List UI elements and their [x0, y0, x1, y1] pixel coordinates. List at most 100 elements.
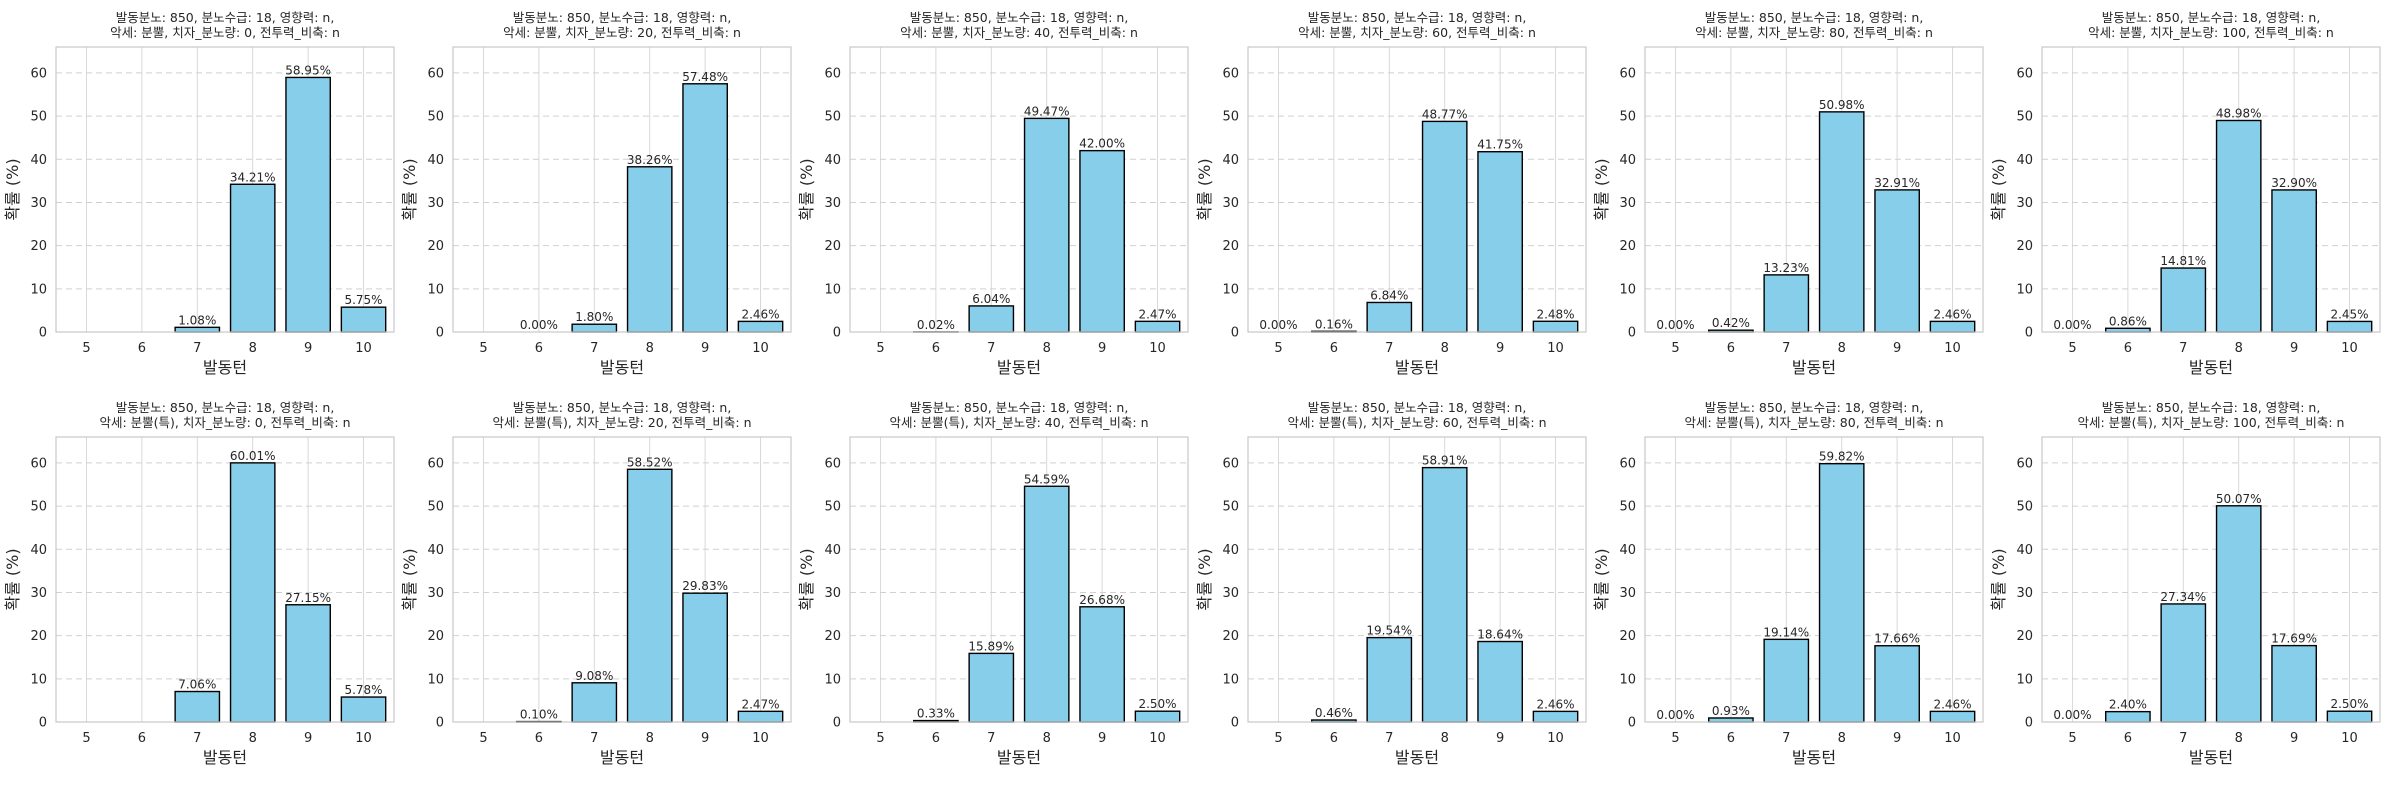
subplot-9-data-label-10: 2.50%: [1138, 697, 1176, 711]
subplot-9-x-tick-label: 6: [932, 731, 940, 746]
subplot-4-y-tick-label: 60: [1222, 66, 1239, 81]
subplot-12-x-tick-label: 7: [2179, 731, 2187, 746]
subplot-6-x-tick-label: 5: [2068, 341, 2076, 356]
subplot-3-x-tick-label: 5: [876, 341, 884, 356]
subplot-8-y-tick-label: 10: [427, 672, 444, 687]
subplot-8-x-tick-label: 6: [535, 731, 543, 746]
subplot-10-x-tick-label: 8: [1441, 731, 1449, 746]
subplot-3-title-line-1: 발동분노: 850, 분노수급: 18, 영향력: n,: [910, 10, 1129, 25]
subplot-3-x-tick-label: 8: [1043, 341, 1051, 356]
subplot-11-x-tick-label: 6: [1727, 731, 1735, 746]
subplot-2-y-tick-label: 50: [427, 110, 444, 125]
subplot-11-title-line-1: 발동분노: 850, 분노수급: 18, 영향력: n,: [1705, 400, 1924, 415]
subplot-2-bar-10: [738, 321, 782, 332]
subplot-4-y-tick-label: 40: [1222, 153, 1239, 168]
subplot-3-y-tick-label: 0: [833, 326, 841, 341]
subplot-2-x-tick-label: 7: [590, 341, 598, 356]
subplot-10-y-tick-label: 50: [1222, 500, 1239, 515]
subplot-3-bar-9: [1080, 151, 1124, 332]
subplot-8-title-line-1: 발동분노: 850, 분노수급: 18, 영향력: n,: [513, 400, 732, 415]
subplot-5-x-tick-label: 6: [1727, 341, 1735, 356]
subplot-7-x-tick-label: 7: [193, 731, 201, 746]
subplot-8-bar-8: [628, 469, 672, 722]
subplot-4-data-label-8: 48.77%: [1422, 107, 1468, 121]
subplot-9-data-label-7: 15.89%: [968, 639, 1014, 653]
subplot-4-x-tick-label: 6: [1330, 341, 1338, 356]
subplot-2-title-line-2: 악세: 분뿔, 치자_분노량: 20, 전투력_비축: n: [503, 25, 741, 40]
subplot-12-data-label-6: 2.40%: [2109, 698, 2147, 712]
subplot-2-x-tick-label: 8: [646, 341, 654, 356]
subplot-9-x-tick-label: 8: [1043, 731, 1051, 746]
subplot-6-data-label-9: 32.90%: [2271, 176, 2317, 190]
subplot-6-x-tick-label: 10: [2341, 341, 2358, 356]
subplot-1-bar-8: [231, 184, 275, 332]
subplot-11-data-label-5: 0.00%: [1656, 708, 1694, 722]
subplot-12-bar-6: [2106, 712, 2150, 722]
subplot-10-y-tick-label: 20: [1222, 629, 1239, 644]
subplot-12-y-tick-label: 50: [2016, 500, 2033, 515]
subplot-4-title-line-1: 발동분노: 850, 분노수급: 18, 영향력: n,: [1308, 10, 1527, 25]
subplot-7-title-line-1: 발동분노: 850, 분노수급: 18, 영향력: n,: [116, 400, 335, 415]
subplot-12-bar-8: [2217, 506, 2261, 722]
subplot-8-x-tick-label: 7: [590, 731, 598, 746]
subplot-7-x-tick-label: 10: [355, 731, 372, 746]
subplot-11-bar-10: [1930, 711, 1974, 722]
subplot-5-y-tick-label: 60: [1619, 66, 1636, 81]
subplot-6-title-line-2: 악세: 분뿔, 치자_분노량: 100, 전투력_비축: n: [2088, 25, 2334, 40]
subplot-2-x-axis-label: 발동턴: [600, 358, 644, 377]
subplot-7-x-tick-label: 8: [249, 731, 257, 746]
subplot-7-y-tick-label: 0: [39, 716, 47, 731]
subplot-12-bar-7: [2161, 604, 2205, 722]
subplot-1-y-tick-label: 0: [39, 326, 47, 341]
subplot-11-data-label-10: 2.46%: [1933, 697, 1971, 711]
subplot-5-data-label-9: 32.91%: [1874, 176, 1920, 190]
subplot-11-x-axis-label: 발동턴: [1792, 748, 1836, 767]
subplot-5-bar-10: [1930, 321, 1974, 332]
subplot-11-data-label-6: 0.93%: [1712, 704, 1750, 718]
subplot-1-bar-10: [341, 307, 385, 332]
subplot-5-data-label-7: 13.23%: [1763, 261, 1809, 275]
subplot-11-x-tick-label: 10: [1944, 731, 1961, 746]
subplot-6-x-tick-label: 7: [2179, 341, 2187, 356]
subplot-1-data-label-7: 1.08%: [178, 313, 216, 327]
subplot-10-x-tick-label: 6: [1330, 731, 1338, 746]
subplot-10-y-axis-label: 확률 (%): [1195, 548, 1214, 610]
subplot-2-title-line-1: 발동분노: 850, 분노수급: 18, 영향력: n,: [513, 10, 732, 25]
subplot-2-y-axis-label: 확률 (%): [400, 158, 419, 220]
subplot-8-y-axis-label: 확률 (%): [400, 548, 419, 610]
subplot-12-bar-10: [2327, 711, 2371, 722]
subplot-10-bar-9: [1478, 642, 1522, 722]
subplot-1-y-tick-label: 30: [30, 196, 47, 211]
subplot-4-bar-7: [1367, 302, 1411, 332]
subplot-8-bar-9: [683, 593, 727, 722]
subplot-7-y-tick-label: 50: [30, 500, 47, 515]
subplot-9-x-axis-label: 발동턴: [997, 748, 1041, 767]
subplot-2-y-tick-label: 30: [427, 196, 444, 211]
subplot-6-x-tick-label: 6: [2124, 341, 2132, 356]
subplot-6-data-label-6: 0.86%: [2109, 314, 2147, 328]
subplot-6-data-label-10: 2.45%: [2330, 307, 2368, 321]
subplot-8-data-label-10: 2.47%: [741, 697, 779, 711]
subplot-11-y-tick-label: 40: [1619, 543, 1636, 558]
subplot-8-bar-10: [738, 711, 782, 722]
subplot-1-x-axis-label: 발동턴: [203, 358, 247, 377]
subplot-12-y-axis-label: 확률 (%): [1989, 548, 2008, 610]
subplot-10-data-label-8: 58.91%: [1422, 454, 1468, 468]
subplot-12-x-tick-label: 8: [2235, 731, 2243, 746]
subplot-9-x-tick-label: 10: [1149, 731, 1166, 746]
subplot-3-data-label-6: 0.02%: [917, 318, 955, 332]
subplot-4-data-label-7: 6.84%: [1370, 288, 1408, 302]
subplot-4-x-tick-label: 9: [1496, 341, 1504, 356]
subplot-12-bar-9: [2272, 646, 2316, 722]
subplot-7-y-tick-label: 10: [30, 672, 47, 687]
subplot-1-data-label-9: 58.95%: [285, 63, 331, 77]
subplot-2-x-tick-label: 5: [479, 341, 487, 356]
subplot-11-data-label-9: 17.66%: [1874, 632, 1920, 646]
subplot-1-x-tick-label: 10: [355, 341, 372, 356]
subplot-1-y-tick-label: 40: [30, 153, 47, 168]
subplot-11-x-tick-label: 9: [1893, 731, 1901, 746]
subplot-11-title-line-2: 악세: 분뿔(특), 치자_분노량: 80, 전투력_비축: n: [1684, 415, 1943, 430]
subplot-8-data-label-7: 9.08%: [575, 669, 613, 683]
subplot-2-x-tick-label: 10: [752, 341, 769, 356]
